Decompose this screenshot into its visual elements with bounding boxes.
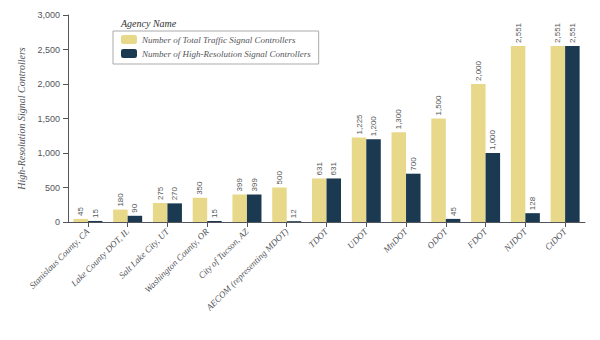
- svg-text:2,551: 2,551: [514, 22, 523, 43]
- svg-text:Stanislaus County, CA: Stanislaus County, CA: [27, 226, 92, 291]
- svg-text:399: 399: [235, 178, 244, 192]
- svg-text:1,200: 1,200: [369, 116, 378, 137]
- svg-text:Salt Lake City, UT: Salt Lake City, UT: [116, 226, 171, 281]
- svg-text:1,225: 1,225: [355, 114, 364, 135]
- svg-text:1,000: 1,000: [488, 129, 497, 150]
- svg-text:500: 500: [45, 183, 60, 193]
- svg-text:High-Resolution Signal Control: High-Resolution Signal Controllers: [16, 47, 27, 191]
- svg-text:12: 12: [289, 209, 298, 218]
- svg-text:631: 631: [315, 162, 324, 176]
- svg-text:350: 350: [195, 181, 204, 195]
- svg-text:1,500: 1,500: [37, 114, 60, 124]
- svg-text:TDOT: TDOT: [307, 226, 331, 250]
- svg-text:45: 45: [76, 206, 85, 215]
- svg-text:180: 180: [116, 193, 125, 207]
- svg-text:500: 500: [275, 171, 284, 185]
- svg-text:2,000: 2,000: [474, 60, 483, 81]
- svg-text:2,500: 2,500: [37, 45, 60, 55]
- svg-text:FDOT: FDOT: [465, 226, 490, 251]
- svg-text:AECOM (representing MDOT): AECOM (representing MDOT): [204, 226, 291, 313]
- svg-text:631: 631: [329, 162, 338, 176]
- svg-text:128: 128: [528, 196, 537, 210]
- svg-text:275: 275: [156, 186, 165, 200]
- svg-text:2,551: 2,551: [553, 22, 562, 43]
- svg-text:700: 700: [409, 157, 418, 171]
- svg-text:1,500: 1,500: [434, 95, 443, 116]
- svg-text:Lake County DOT, IL: Lake County DOT, IL: [68, 226, 131, 289]
- svg-text:15: 15: [91, 209, 100, 218]
- svg-text:CtDOT: CtDOT: [543, 226, 569, 252]
- svg-text:270: 270: [170, 186, 179, 200]
- svg-text:City of Tucson, AZ: City of Tucson, AZ: [196, 226, 251, 281]
- svg-text:ODOT: ODOT: [425, 226, 450, 251]
- svg-text:0: 0: [55, 217, 60, 227]
- svg-text:MnDOT: MnDOT: [381, 226, 411, 256]
- svg-text:Washington County, OR: Washington County, OR: [143, 226, 211, 294]
- svg-text:15: 15: [210, 209, 219, 218]
- svg-text:3,000: 3,000: [37, 10, 60, 20]
- svg-text:Number of Total Traffic Signal: Number of Total Traffic Signal Controlle…: [141, 35, 296, 45]
- svg-text:45: 45: [449, 206, 458, 215]
- svg-text:2,000: 2,000: [37, 79, 60, 89]
- svg-text:UDOT: UDOT: [345, 226, 370, 251]
- svg-text:1,000: 1,000: [37, 148, 60, 158]
- svg-text:1,300: 1,300: [394, 109, 403, 130]
- svg-text:90: 90: [130, 203, 139, 212]
- svg-text:Number of High-Resolution Sign: Number of High-Resolution Signal Control…: [141, 49, 311, 59]
- svg-text:2,551: 2,551: [568, 22, 577, 43]
- svg-text:NJDOT: NJDOT: [501, 226, 529, 254]
- svg-text:399: 399: [250, 178, 259, 192]
- svg-text:Agency Name: Agency Name: [120, 18, 177, 29]
